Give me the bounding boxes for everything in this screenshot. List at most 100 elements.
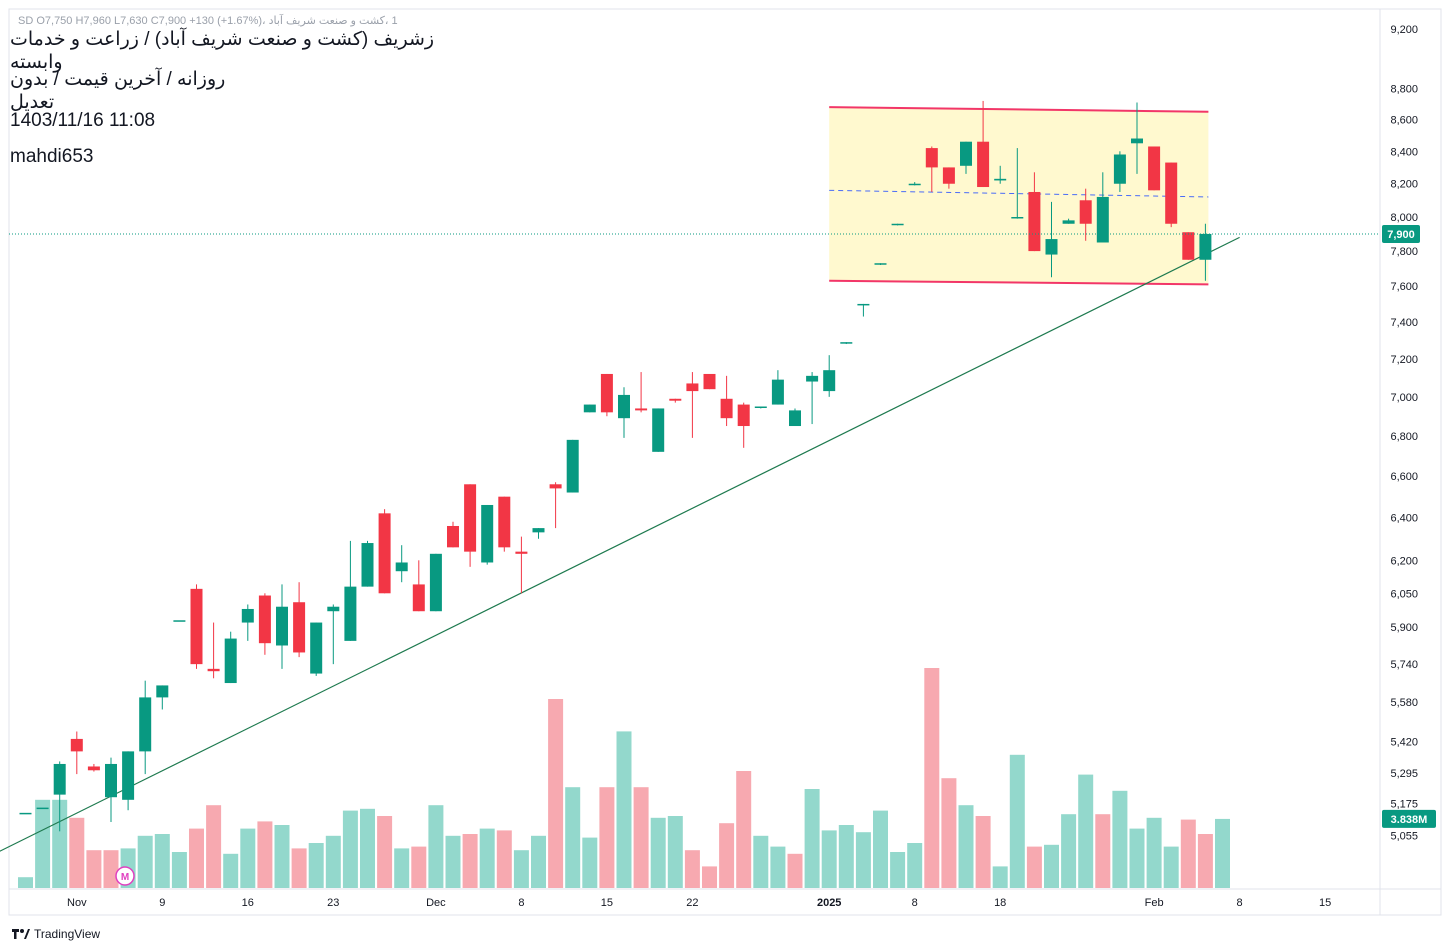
volume-bar	[35, 799, 51, 888]
tradingview-footer[interactable]: TradingView	[12, 927, 100, 941]
candle-body	[789, 410, 801, 427]
price-tick-label: 5,055	[1390, 830, 1418, 842]
candle-body	[942, 167, 955, 184]
trendline	[0, 236, 1240, 852]
channel-mid-line	[829, 189, 1209, 198]
price-tick-label: 7,400	[1390, 317, 1418, 329]
volume-bar	[377, 816, 393, 888]
volume-bar	[565, 787, 581, 888]
volume-bar	[69, 817, 85, 888]
volume-bar	[873, 810, 888, 888]
candle-body	[87, 766, 100, 771]
candle-body	[447, 525, 459, 548]
last-volume-badge-label: 3.838M	[1391, 814, 1428, 826]
time-tick-label: 2025	[817, 897, 841, 909]
candle-body	[840, 342, 853, 344]
volume-bar	[274, 825, 290, 888]
volume-bar	[171, 852, 187, 888]
volume-bar	[992, 866, 1008, 888]
candle-body	[1062, 220, 1075, 224]
candle-body	[139, 697, 152, 752]
volume-bar	[599, 787, 615, 888]
price-tick-label: 9,200	[1390, 24, 1418, 36]
event-marker[interactable]: M	[115, 866, 135, 886]
price-tick-label: 8,200	[1390, 179, 1418, 191]
candle-body	[395, 562, 408, 572]
snapshot-datetime: 1403/11/16 11:08	[10, 110, 156, 131]
channel-drawing[interactable]	[829, 106, 1209, 286]
volume-bar	[582, 837, 598, 888]
price-axis[interactable]: 9,200 8,800 8,600 8,400 8,200 8,000 7,800 7,600…	[1390, 24, 1418, 843]
volume-bar	[1215, 818, 1230, 888]
candle-body	[720, 398, 733, 419]
candle-body	[173, 620, 186, 622]
candle-body	[1148, 146, 1161, 191]
volume-bar	[736, 771, 752, 888]
candle-body	[344, 586, 357, 641]
volume-bar	[719, 823, 735, 888]
tradingview-brand: TradingView	[34, 927, 101, 941]
time-tick-label: Feb	[1145, 897, 1164, 909]
price-tick-label: 6,200	[1390, 555, 1418, 567]
candle-body	[583, 404, 596, 413]
volume-bar	[1197, 834, 1213, 888]
chart-frame	[8, 8, 1442, 916]
volume-bar	[325, 835, 341, 888]
candle-body	[1011, 216, 1024, 219]
candle-body	[1079, 200, 1092, 224]
volume-bar	[411, 846, 427, 888]
symbol-title: زشریف (کشت و صنعت شریف آباد) / زراعت و خ…	[10, 29, 435, 73]
axis-badges: 7,900 3.838M	[1382, 224, 1436, 828]
candle-body	[498, 496, 511, 548]
volume-bar	[1078, 774, 1094, 888]
volume-bar	[189, 828, 204, 888]
volume-bar	[787, 853, 803, 888]
volume-bar	[924, 668, 940, 888]
price-tick-label: 6,800	[1390, 431, 1418, 443]
event-m-icon: M	[121, 872, 129, 883]
price-tick-label: 8,000	[1390, 212, 1418, 224]
volume-bar	[1112, 790, 1128, 888]
candle-body	[310, 622, 323, 674]
volume-bar	[513, 850, 529, 888]
candle-body	[70, 738, 83, 752]
last-volume-badge	[1382, 809, 1436, 828]
candle-body	[1113, 154, 1126, 184]
candle-body	[686, 383, 699, 392]
candle-body	[549, 484, 562, 489]
candle-body	[1096, 196, 1109, 243]
volume-bar	[86, 850, 102, 888]
candle-body	[823, 370, 836, 392]
candle-body	[857, 303, 870, 306]
volume-series	[18, 668, 1230, 888]
chart-subtitle: روزانه / آخرین قیمت / بدون تعدیل	[10, 69, 226, 113]
price-tick-label: 5,740	[1390, 659, 1418, 671]
candle-body	[241, 608, 254, 623]
volume-bar	[1026, 846, 1042, 888]
price-tick-label: 8,400	[1390, 146, 1418, 158]
candle-body	[53, 763, 66, 795]
candle-body	[925, 148, 938, 168]
volume-bar	[394, 848, 410, 888]
author-name: mahdi653	[10, 146, 94, 167]
time-tick-label: 8	[518, 897, 524, 909]
trendline-drawing[interactable]	[0, 236, 1240, 855]
price-tick-label: 8,800	[1390, 84, 1418, 96]
candle-body	[224, 638, 237, 684]
volume-bar	[428, 805, 444, 888]
volume-bar	[291, 848, 307, 888]
candle-body	[1045, 239, 1058, 255]
time-axis[interactable]: Nov 9 16 23 Dec 8 15 22 2025 8 18 Feb 8 15	[67, 897, 1331, 909]
price-tick-label: 5,420	[1390, 736, 1418, 748]
price-tick-label: 7,000	[1390, 392, 1418, 404]
event-circle-icon[interactable]	[115, 866, 135, 886]
candle-body	[994, 178, 1007, 181]
channel-fill	[829, 107, 1209, 285]
candle-body	[771, 379, 784, 405]
volume-bar	[821, 830, 837, 888]
candle-body	[960, 141, 972, 166]
candle-body	[600, 373, 613, 413]
price-tick-label: 6,400	[1390, 513, 1418, 525]
candle-body	[908, 183, 921, 186]
